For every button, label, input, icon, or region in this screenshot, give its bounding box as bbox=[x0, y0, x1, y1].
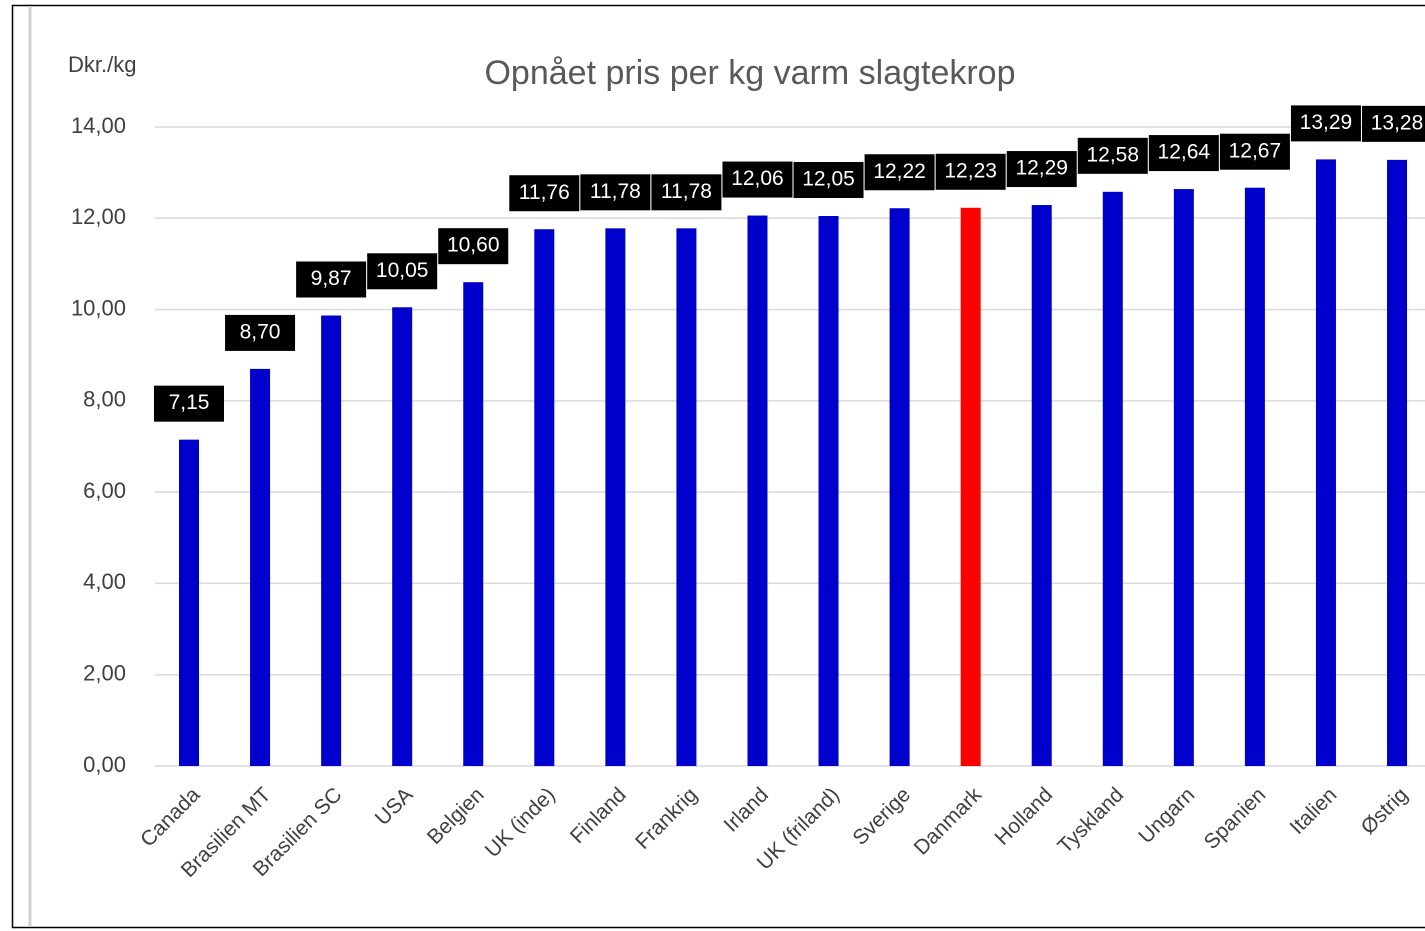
bar bbox=[1315, 159, 1336, 766]
bar bbox=[747, 215, 768, 767]
data-label: 12,06 bbox=[731, 167, 784, 190]
data-label-box bbox=[154, 385, 224, 422]
frame bbox=[11, 4, 1425, 929]
data-label: 12,64 bbox=[1158, 141, 1211, 164]
data-label-box bbox=[1362, 105, 1425, 142]
data-label: 12,29 bbox=[1015, 157, 1068, 180]
data-label: 12,58 bbox=[1086, 143, 1139, 166]
x-tick-label: Ungarn bbox=[1134, 783, 1199, 848]
bar bbox=[1244, 187, 1265, 766]
data-label: 13,29 bbox=[1300, 111, 1353, 134]
y-tick-label: 12,00 bbox=[71, 204, 126, 229]
data-label-box bbox=[509, 175, 580, 212]
bar bbox=[321, 315, 342, 766]
y-tick-label: 10,00 bbox=[71, 295, 126, 320]
bar bbox=[676, 228, 697, 766]
y-axis-label: Dkr./kg bbox=[68, 52, 136, 77]
x-tick-label: Frankrig bbox=[631, 783, 702, 854]
x-tick-label: Østrig bbox=[1357, 783, 1413, 839]
x-tick-label: USA bbox=[371, 783, 418, 830]
data-label-box bbox=[1148, 135, 1219, 172]
data-label: 11,76 bbox=[519, 181, 570, 204]
x-tick-label: Belgien bbox=[423, 783, 489, 849]
data-label-box bbox=[225, 314, 296, 351]
data-label: 8,70 bbox=[240, 320, 281, 343]
x-tick-label: Canada bbox=[136, 783, 205, 852]
data-label: 12,67 bbox=[1229, 139, 1282, 162]
data-label: 13,28 bbox=[1371, 111, 1424, 134]
data-label-box bbox=[864, 154, 935, 191]
y-tick-label: 14,00 bbox=[71, 113, 126, 138]
data-label-box bbox=[793, 162, 864, 199]
data-label-box bbox=[367, 253, 438, 290]
data-label-box bbox=[296, 261, 367, 298]
data-label: 11,78 bbox=[590, 180, 641, 203]
bar bbox=[463, 282, 484, 766]
data-label: 7,15 bbox=[169, 391, 210, 414]
x-tick-label: Italien bbox=[1286, 783, 1342, 839]
bar bbox=[1387, 159, 1408, 766]
data-label: 10,05 bbox=[376, 259, 429, 282]
bar bbox=[179, 439, 199, 766]
data-label: 12,23 bbox=[944, 159, 997, 182]
y-tick-label: 8,00 bbox=[83, 387, 126, 412]
data-label: 12,22 bbox=[873, 160, 926, 183]
data-label: 11,78 bbox=[661, 180, 712, 203]
data-label: 10,60 bbox=[447, 234, 500, 257]
bar bbox=[605, 228, 626, 766]
x-tick-label: UK (inde) bbox=[481, 783, 560, 862]
data-label: 9,87 bbox=[311, 267, 352, 290]
x-tick-label: Tyskland bbox=[1053, 783, 1128, 858]
bar bbox=[889, 208, 910, 767]
y-tick-label: 6,00 bbox=[83, 478, 126, 503]
data-label-box bbox=[935, 153, 1006, 190]
data-label-box bbox=[722, 161, 793, 198]
chart-title: Opnået pris per kg varm slagtekrop bbox=[484, 54, 1015, 92]
data-label-box bbox=[438, 228, 509, 265]
data-label-box bbox=[651, 174, 722, 211]
x-tick-label: Finland bbox=[566, 783, 631, 848]
bar bbox=[960, 207, 981, 767]
x-tick-label: Spanien bbox=[1200, 783, 1271, 854]
x-tick-label: Sverige bbox=[848, 783, 915, 850]
data-label-box bbox=[1077, 137, 1148, 174]
bar bbox=[1173, 189, 1194, 766]
bar bbox=[392, 307, 413, 766]
bar bbox=[250, 368, 271, 766]
y-tick-label: 4,00 bbox=[83, 569, 126, 594]
bar bbox=[818, 216, 839, 767]
data-label-box bbox=[1006, 151, 1077, 188]
data-label-box bbox=[1290, 105, 1361, 142]
data-label: 12,05 bbox=[802, 168, 855, 191]
data-label-box bbox=[580, 174, 651, 211]
x-tick-label: Holland bbox=[991, 783, 1058, 850]
y-tick-label: 0,00 bbox=[83, 752, 126, 777]
x-tick-label: Danmark bbox=[910, 783, 987, 860]
bar bbox=[534, 229, 555, 767]
bar bbox=[1102, 191, 1123, 766]
bar bbox=[1031, 205, 1052, 766]
data-label-box bbox=[1219, 133, 1290, 170]
y-tick-label: 2,00 bbox=[83, 661, 126, 686]
x-tick-label: Irland bbox=[720, 783, 773, 836]
